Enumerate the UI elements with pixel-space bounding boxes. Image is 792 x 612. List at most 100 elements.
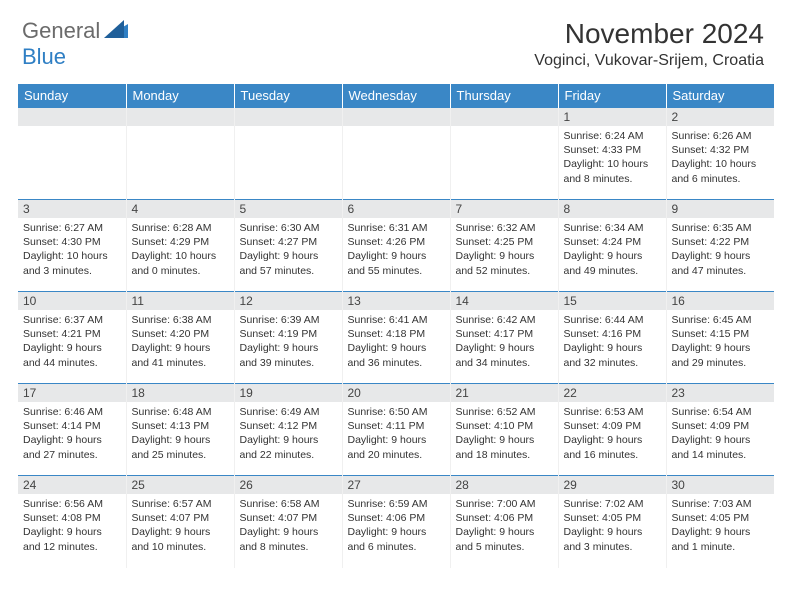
day-number: 8 <box>559 200 666 218</box>
day-number: 22 <box>559 384 666 402</box>
day-number: 16 <box>667 292 775 310</box>
calendar-day-cell <box>234 108 342 200</box>
day-details: Sunrise: 6:37 AMSunset: 4:21 PMDaylight:… <box>18 310 126 372</box>
day-number: 30 <box>667 476 775 494</box>
day-number: 28 <box>451 476 558 494</box>
calendar-day-cell: 15Sunrise: 6:44 AMSunset: 4:16 PMDayligh… <box>558 292 666 384</box>
day-number: 27 <box>343 476 450 494</box>
day-number <box>18 108 126 126</box>
calendar-day-cell: 23Sunrise: 6:54 AMSunset: 4:09 PMDayligh… <box>666 384 774 476</box>
day-details: Sunrise: 6:35 AMSunset: 4:22 PMDaylight:… <box>667 218 775 280</box>
calendar-day-cell <box>126 108 234 200</box>
day-details: Sunrise: 6:30 AMSunset: 4:27 PMDaylight:… <box>235 218 342 280</box>
weekday-header-row: SundayMondayTuesdayWednesdayThursdayFrid… <box>18 84 774 108</box>
day-details: Sunrise: 6:56 AMSunset: 4:08 PMDaylight:… <box>18 494 126 556</box>
calendar-week-row: 17Sunrise: 6:46 AMSunset: 4:14 PMDayligh… <box>18 384 774 476</box>
weekday-header: Sunday <box>18 84 126 108</box>
day-number: 19 <box>235 384 342 402</box>
day-details: Sunrise: 6:24 AMSunset: 4:33 PMDaylight:… <box>559 126 666 188</box>
day-number: 24 <box>18 476 126 494</box>
calendar-day-cell: 30Sunrise: 7:03 AMSunset: 4:05 PMDayligh… <box>666 476 774 568</box>
day-number: 18 <box>127 384 234 402</box>
day-number: 13 <box>343 292 450 310</box>
calendar-day-cell: 29Sunrise: 7:02 AMSunset: 4:05 PMDayligh… <box>558 476 666 568</box>
calendar-day-cell: 9Sunrise: 6:35 AMSunset: 4:22 PMDaylight… <box>666 200 774 292</box>
day-number <box>343 108 450 126</box>
calendar-day-cell: 19Sunrise: 6:49 AMSunset: 4:12 PMDayligh… <box>234 384 342 476</box>
weekday-header: Tuesday <box>234 84 342 108</box>
day-number: 10 <box>18 292 126 310</box>
logo-text-blue: Blue <box>22 44 66 69</box>
month-title: November 2024 <box>534 18 764 50</box>
calendar-day-cell: 21Sunrise: 6:52 AMSunset: 4:10 PMDayligh… <box>450 384 558 476</box>
day-number: 29 <box>559 476 666 494</box>
day-details: Sunrise: 6:52 AMSunset: 4:10 PMDaylight:… <box>451 402 558 464</box>
weekday-header: Monday <box>126 84 234 108</box>
calendar-day-cell <box>450 108 558 200</box>
day-details: Sunrise: 6:48 AMSunset: 4:13 PMDaylight:… <box>127 402 234 464</box>
day-details: Sunrise: 6:50 AMSunset: 4:11 PMDaylight:… <box>343 402 450 464</box>
day-details: Sunrise: 6:27 AMSunset: 4:30 PMDaylight:… <box>18 218 126 280</box>
calendar-table: SundayMondayTuesdayWednesdayThursdayFrid… <box>18 84 774 568</box>
calendar-day-cell: 8Sunrise: 6:34 AMSunset: 4:24 PMDaylight… <box>558 200 666 292</box>
day-details: Sunrise: 6:42 AMSunset: 4:17 PMDaylight:… <box>451 310 558 372</box>
calendar-body: 1Sunrise: 6:24 AMSunset: 4:33 PMDaylight… <box>18 108 774 568</box>
calendar-day-cell: 10Sunrise: 6:37 AMSunset: 4:21 PMDayligh… <box>18 292 126 384</box>
day-details: Sunrise: 6:57 AMSunset: 4:07 PMDaylight:… <box>127 494 234 556</box>
day-number: 26 <box>235 476 342 494</box>
day-number: 25 <box>127 476 234 494</box>
day-number <box>451 108 558 126</box>
day-details: Sunrise: 7:03 AMSunset: 4:05 PMDaylight:… <box>667 494 775 556</box>
day-details: Sunrise: 6:54 AMSunset: 4:09 PMDaylight:… <box>667 402 775 464</box>
day-details: Sunrise: 7:02 AMSunset: 4:05 PMDaylight:… <box>559 494 666 556</box>
day-number: 6 <box>343 200 450 218</box>
calendar-week-row: 10Sunrise: 6:37 AMSunset: 4:21 PMDayligh… <box>18 292 774 384</box>
day-details: Sunrise: 7:00 AMSunset: 4:06 PMDaylight:… <box>451 494 558 556</box>
calendar-day-cell: 4Sunrise: 6:28 AMSunset: 4:29 PMDaylight… <box>126 200 234 292</box>
calendar-day-cell: 24Sunrise: 6:56 AMSunset: 4:08 PMDayligh… <box>18 476 126 568</box>
calendar-day-cell: 17Sunrise: 6:46 AMSunset: 4:14 PMDayligh… <box>18 384 126 476</box>
day-number: 17 <box>18 384 126 402</box>
calendar-day-cell: 13Sunrise: 6:41 AMSunset: 4:18 PMDayligh… <box>342 292 450 384</box>
day-details: Sunrise: 6:58 AMSunset: 4:07 PMDaylight:… <box>235 494 342 556</box>
weekday-header: Thursday <box>450 84 558 108</box>
calendar-day-cell: 26Sunrise: 6:58 AMSunset: 4:07 PMDayligh… <box>234 476 342 568</box>
day-number: 23 <box>667 384 775 402</box>
day-details: Sunrise: 6:45 AMSunset: 4:15 PMDaylight:… <box>667 310 775 372</box>
calendar-day-cell <box>18 108 126 200</box>
weekday-header: Friday <box>558 84 666 108</box>
calendar-day-cell: 16Sunrise: 6:45 AMSunset: 4:15 PMDayligh… <box>666 292 774 384</box>
calendar-day-cell: 5Sunrise: 6:30 AMSunset: 4:27 PMDaylight… <box>234 200 342 292</box>
day-number: 9 <box>667 200 775 218</box>
day-details: Sunrise: 6:38 AMSunset: 4:20 PMDaylight:… <box>127 310 234 372</box>
day-details: Sunrise: 6:31 AMSunset: 4:26 PMDaylight:… <box>343 218 450 280</box>
weekday-header: Wednesday <box>342 84 450 108</box>
day-number: 14 <box>451 292 558 310</box>
day-details: Sunrise: 6:39 AMSunset: 4:19 PMDaylight:… <box>235 310 342 372</box>
calendar-day-cell: 22Sunrise: 6:53 AMSunset: 4:09 PMDayligh… <box>558 384 666 476</box>
calendar-day-cell: 6Sunrise: 6:31 AMSunset: 4:26 PMDaylight… <box>342 200 450 292</box>
day-number: 11 <box>127 292 234 310</box>
weekday-header: Saturday <box>666 84 774 108</box>
day-number: 7 <box>451 200 558 218</box>
day-details: Sunrise: 6:53 AMSunset: 4:09 PMDaylight:… <box>559 402 666 464</box>
day-number: 5 <box>235 200 342 218</box>
title-block: November 2024 Voginci, Vukovar-Srijem, C… <box>534 18 764 70</box>
day-number: 21 <box>451 384 558 402</box>
calendar-day-cell: 14Sunrise: 6:42 AMSunset: 4:17 PMDayligh… <box>450 292 558 384</box>
day-number: 4 <box>127 200 234 218</box>
calendar-day-cell: 7Sunrise: 6:32 AMSunset: 4:25 PMDaylight… <box>450 200 558 292</box>
calendar-day-cell: 28Sunrise: 7:00 AMSunset: 4:06 PMDayligh… <box>450 476 558 568</box>
day-number <box>235 108 342 126</box>
calendar-week-row: 3Sunrise: 6:27 AMSunset: 4:30 PMDaylight… <box>18 200 774 292</box>
calendar-day-cell: 18Sunrise: 6:48 AMSunset: 4:13 PMDayligh… <box>126 384 234 476</box>
day-details: Sunrise: 6:44 AMSunset: 4:16 PMDaylight:… <box>559 310 666 372</box>
calendar-week-row: 1Sunrise: 6:24 AMSunset: 4:33 PMDaylight… <box>18 108 774 200</box>
day-details: Sunrise: 6:26 AMSunset: 4:32 PMDaylight:… <box>667 126 775 188</box>
brand-logo: General <box>22 18 132 44</box>
day-number: 1 <box>559 108 666 126</box>
day-details: Sunrise: 6:49 AMSunset: 4:12 PMDaylight:… <box>235 402 342 464</box>
day-number: 3 <box>18 200 126 218</box>
day-details: Sunrise: 6:41 AMSunset: 4:18 PMDaylight:… <box>343 310 450 372</box>
calendar-day-cell: 3Sunrise: 6:27 AMSunset: 4:30 PMDaylight… <box>18 200 126 292</box>
